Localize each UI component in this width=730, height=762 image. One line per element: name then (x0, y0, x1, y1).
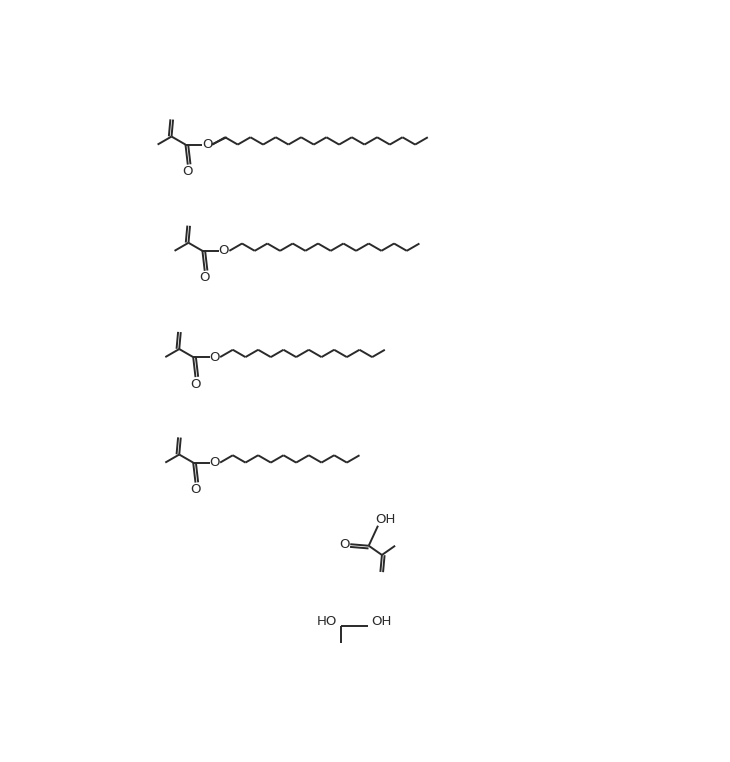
Text: O: O (191, 483, 201, 496)
Text: O: O (210, 351, 220, 363)
Text: O: O (191, 377, 201, 391)
Text: OH: OH (372, 616, 392, 629)
Text: O: O (219, 245, 229, 258)
Text: O: O (210, 456, 220, 469)
Text: O: O (182, 165, 193, 178)
Text: O: O (199, 271, 210, 284)
Text: O: O (339, 538, 350, 551)
Text: OH: OH (375, 513, 396, 526)
Text: HO: HO (317, 616, 337, 629)
Text: O: O (201, 138, 212, 151)
